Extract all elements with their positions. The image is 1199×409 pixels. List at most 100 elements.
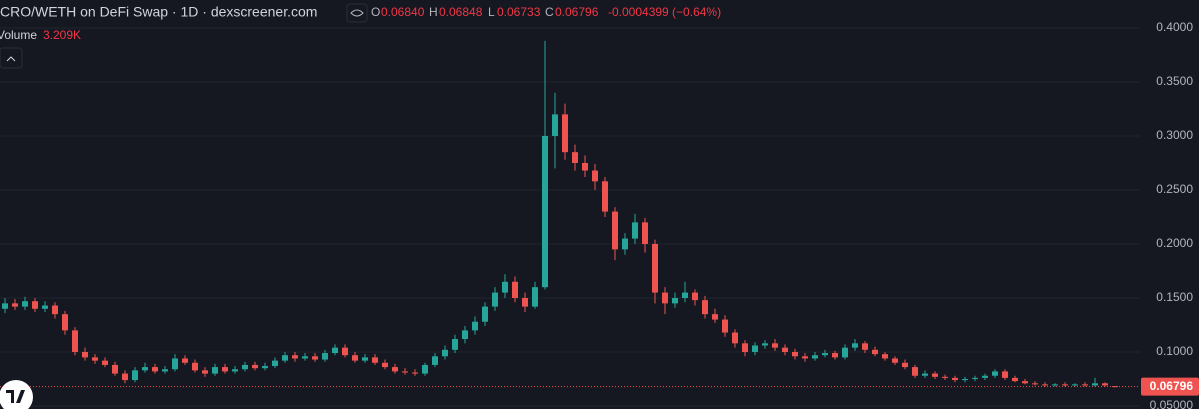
candle-body (1062, 384, 1068, 386)
candle-body (632, 222, 638, 239)
candle-body (652, 243, 658, 293)
candle-body (262, 366, 268, 369)
candle-body (22, 301, 28, 307)
candle-body (482, 306, 488, 322)
ohlc-value: 0.06840 (381, 5, 425, 19)
candle-body (432, 356, 438, 365)
candle-body (502, 281, 508, 293)
candle-body (342, 347, 348, 356)
candle-body (972, 377, 978, 379)
last-price-box (1141, 377, 1199, 396)
y-tick-label: 0.3000 (1156, 128, 1193, 142)
candle-body (852, 343, 858, 348)
candle-body (932, 373, 938, 377)
grid (0, 27, 1140, 407)
candle-body (252, 364, 258, 369)
candle-body (622, 238, 628, 250)
candle-body (922, 373, 928, 376)
candle-body (862, 343, 868, 350)
candle-body (792, 351, 798, 357)
candle-body (82, 351, 88, 358)
candle-body (1082, 384, 1088, 386)
candle-body (12, 303, 18, 307)
candle-body (782, 347, 788, 352)
candle-body (172, 358, 178, 370)
candle-body (222, 367, 228, 372)
candle-body (962, 378, 968, 381)
candle-body (722, 319, 728, 333)
candle-body (882, 354, 888, 359)
collapse-button[interactable] (0, 47, 23, 69)
ohlc-key: C (545, 5, 554, 19)
candle-body (42, 305, 48, 309)
candle-body (1092, 383, 1098, 386)
tv-logo (0, 380, 33, 409)
y-tick-label: 0.1500 (1156, 290, 1193, 304)
candle-body (1112, 386, 1118, 388)
candle-body (212, 367, 218, 374)
candle-body (292, 355, 298, 359)
candle-body (952, 377, 958, 381)
candle-body (552, 114, 558, 136)
candle-body (132, 370, 138, 381)
candle-body (332, 347, 338, 354)
candle-body (602, 181, 608, 212)
eye-icon (350, 9, 364, 17)
y-tick-label: 0.1000 (1156, 344, 1193, 358)
candle-body (422, 364, 428, 374)
candle-body (92, 357, 98, 361)
change: -0.0004399 (−0.64%) (608, 5, 721, 19)
candle-body (572, 152, 578, 163)
candle-body (662, 292, 668, 304)
chart-title: CRO/WETH on DeFi Swap · 1D · dexscreener… (0, 4, 317, 20)
candle-body (142, 367, 148, 371)
candle-body (492, 292, 498, 307)
candle-body (982, 375, 988, 378)
candle-body (992, 371, 998, 376)
collapse-icon (6, 56, 16, 62)
candle-body (752, 345, 758, 352)
candle-body (802, 356, 808, 359)
candle-body (842, 347, 848, 358)
candle-body (612, 211, 618, 250)
candle-body (152, 367, 158, 372)
candle-body (1002, 371, 1008, 378)
candle-body (832, 353, 838, 358)
candle-body (192, 362, 198, 371)
candle-body (322, 353, 328, 360)
candle-body (872, 349, 878, 355)
candle-body (682, 292, 688, 298)
candle-body (582, 162, 588, 171)
ohlc-value: 0.06733 (497, 5, 541, 19)
candle-body (642, 222, 648, 244)
candle-body (902, 362, 908, 368)
candle-body (282, 355, 288, 361)
candle-body (52, 305, 58, 315)
candle-body (202, 370, 208, 374)
candle-body (1072, 384, 1078, 386)
y-tick-label: 0.05000 (1150, 398, 1194, 409)
candle-body (272, 360, 278, 367)
last-price-label: 0.06796 (1150, 379, 1194, 393)
candle-body (812, 355, 818, 359)
candle-body (522, 297, 528, 307)
candle-body (1012, 377, 1018, 382)
candle-body (122, 373, 128, 381)
candle-body (1022, 381, 1028, 384)
candle-body (112, 364, 118, 374)
candles (2, 40, 1118, 388)
candle-body (1052, 384, 1058, 386)
ohlc-key: H (429, 5, 438, 19)
candle-body (452, 339, 458, 350)
candle-body (102, 360, 108, 365)
candle-body (32, 301, 38, 309)
candle-body (402, 371, 408, 373)
candle-body (562, 114, 568, 153)
candle-body (2, 303, 8, 309)
candle-body (672, 297, 678, 304)
visibility-toggle[interactable] (346, 3, 368, 23)
ohlc-value: 0.06848 (439, 5, 483, 19)
candle-body (1032, 383, 1038, 385)
